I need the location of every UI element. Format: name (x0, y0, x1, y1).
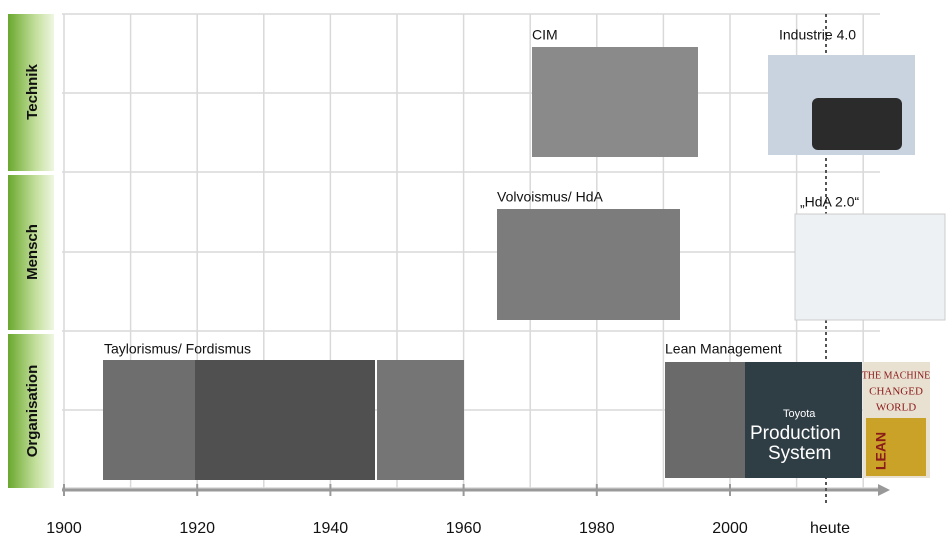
era-label: Lean Management (665, 341, 782, 357)
row-label: Mensch (24, 224, 41, 280)
photo (497, 209, 680, 320)
book-cover (745, 362, 862, 478)
tick-label: 1920 (179, 520, 215, 537)
photo (665, 362, 745, 478)
cover-text: THE MACHINE (862, 370, 931, 381)
tick-label: heute (810, 520, 850, 537)
cover-text: LEAN (873, 432, 889, 470)
cover-text: Toyota (783, 408, 816, 420)
tick-label: 1900 (46, 520, 82, 537)
row-bar (8, 175, 54, 330)
photo (195, 360, 375, 480)
photo (532, 47, 698, 157)
row-bar (8, 334, 54, 488)
photo (103, 360, 195, 480)
cover-text: System (768, 443, 831, 464)
era-label: „HdA 2.0“ (800, 194, 859, 210)
axis-arrow (878, 484, 890, 496)
tick-label: 1980 (579, 520, 615, 537)
row-bar (8, 14, 54, 171)
era-label: Taylorismus/ Fordismus (104, 341, 251, 357)
tick-label: 1940 (313, 520, 349, 537)
cover-text: CHANGED (869, 386, 923, 398)
row-label: Technik (24, 64, 41, 120)
era-label: CIM (532, 27, 558, 43)
tick-label: 2000 (712, 520, 748, 537)
era-label: Industrie 4.0 (779, 27, 856, 43)
cover-text: Production (750, 423, 841, 444)
row-label: Organisation (24, 365, 41, 458)
tick-label: 1960 (446, 520, 482, 537)
cover-text: WORLD (876, 402, 916, 414)
era-label: Volvoismus/ HdA (497, 189, 603, 205)
book-spine (866, 418, 926, 476)
drawing (794, 213, 946, 321)
tablet (812, 98, 902, 150)
photo (377, 360, 464, 480)
